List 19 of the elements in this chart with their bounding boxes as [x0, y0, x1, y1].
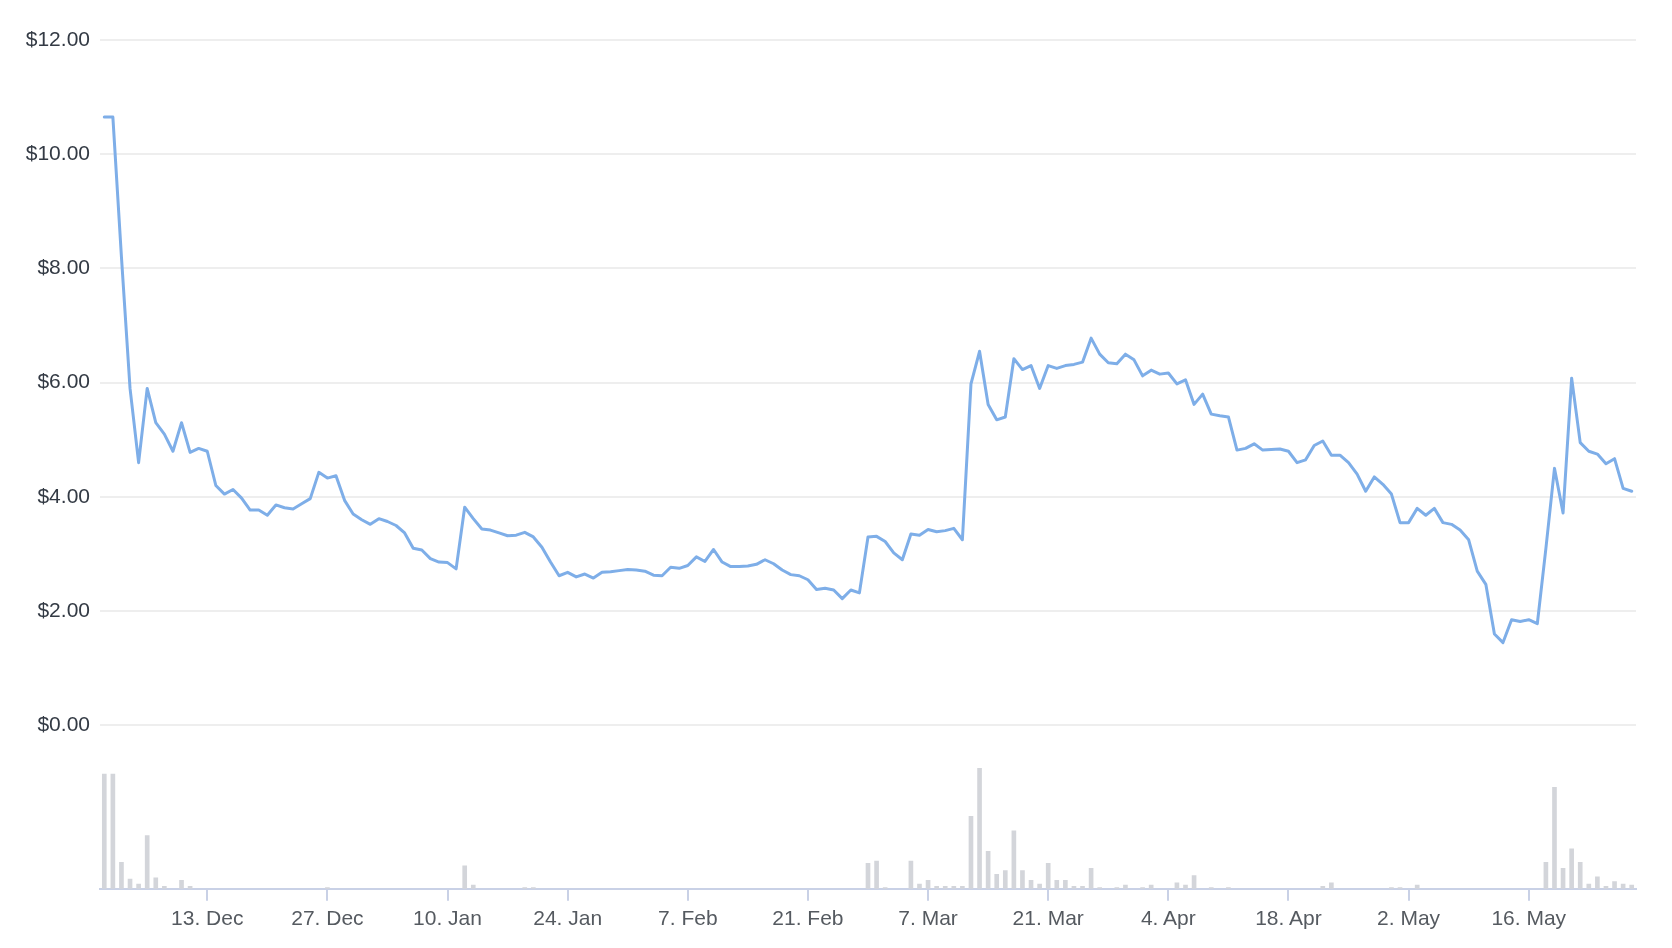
y-tick-label: $0.00: [37, 712, 90, 736]
x-tick-label: 7. Feb: [658, 906, 718, 930]
x-tick-label: 4. Apr: [1140, 906, 1196, 930]
y-tick-label: $4.00: [37, 483, 90, 507]
x-tick-label: 24. Jan: [533, 906, 603, 930]
x-tick-label: 18. Apr: [1255, 906, 1322, 930]
y-tick-label: $8.00: [37, 255, 90, 279]
y-tick-label: $6.00: [37, 369, 90, 393]
x-tick-label: 21. Feb: [772, 906, 844, 930]
x-tick-label: 16. May: [1491, 906, 1567, 930]
x-tick-label: 13. Dec: [171, 906, 244, 930]
y-tick-label: $12.00: [25, 26, 90, 50]
y-tick-label: $2.00: [37, 597, 90, 621]
x-tick-label: 27. Dec: [291, 906, 364, 930]
x-tick-label: 21. Mar: [1012, 906, 1084, 930]
y-tick-label: $10.00: [25, 141, 90, 165]
x-tick-label: 7. Mar: [898, 906, 958, 930]
x-tick-label: 10. Jan: [413, 906, 482, 930]
x-tick-label: 2. May: [1377, 906, 1441, 930]
